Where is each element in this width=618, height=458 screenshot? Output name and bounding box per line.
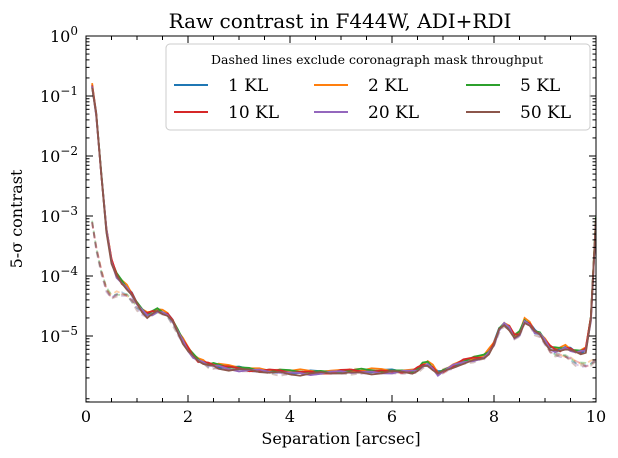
y-tick-label: 10−4 bbox=[40, 264, 78, 286]
legend-label: 2 KL bbox=[368, 76, 408, 96]
legend-title: Dashed lines exclude coronagraph mask th… bbox=[211, 52, 543, 67]
x-tick-label: 8 bbox=[489, 407, 499, 426]
chart-title: Raw contrast in F444W, ADI+RDI bbox=[169, 9, 512, 33]
x-tick-label: 6 bbox=[387, 407, 397, 426]
legend-box bbox=[165, 43, 591, 131]
y-tick-labels: 100 10−1 10−2 10−3 10−4 10−5 bbox=[40, 24, 78, 346]
y-tick-label: 100 bbox=[50, 24, 78, 46]
y-axis-label: 5-σ contrast bbox=[7, 169, 26, 268]
y-tick-label: 10−2 bbox=[40, 144, 78, 166]
legend-label: 10 KL bbox=[228, 103, 279, 123]
legend: Dashed lines exclude coronagraph mask th… bbox=[165, 43, 591, 131]
legend-label: 20 KL bbox=[368, 103, 419, 123]
x-tick-labels: 0 2 4 6 8 10 bbox=[81, 407, 606, 426]
x-tick-label: 0 bbox=[81, 407, 91, 426]
x-tick-label: 4 bbox=[285, 407, 295, 426]
legend-label: 50 KL bbox=[520, 103, 571, 123]
legend-label: 1 KL bbox=[228, 76, 268, 96]
y-tick-label: 10−3 bbox=[40, 204, 78, 226]
plot-frame bbox=[85, 35, 597, 403]
x-tick-label: 10 bbox=[586, 407, 606, 426]
x-tick-label: 2 bbox=[183, 407, 193, 426]
legend-entries: 1 KL 2 KL 5 KL 10 KL 20 KL 50 KL bbox=[174, 76, 571, 123]
y-tick-label: 10−5 bbox=[40, 324, 78, 346]
legend-label: 5 KL bbox=[520, 76, 560, 96]
x-axis-label: Separation [arcsec] bbox=[261, 429, 420, 448]
solid-lines bbox=[91, 83, 596, 378]
series-line-5 bbox=[91, 87, 596, 377]
y-tick-label: 10−1 bbox=[40, 84, 78, 106]
